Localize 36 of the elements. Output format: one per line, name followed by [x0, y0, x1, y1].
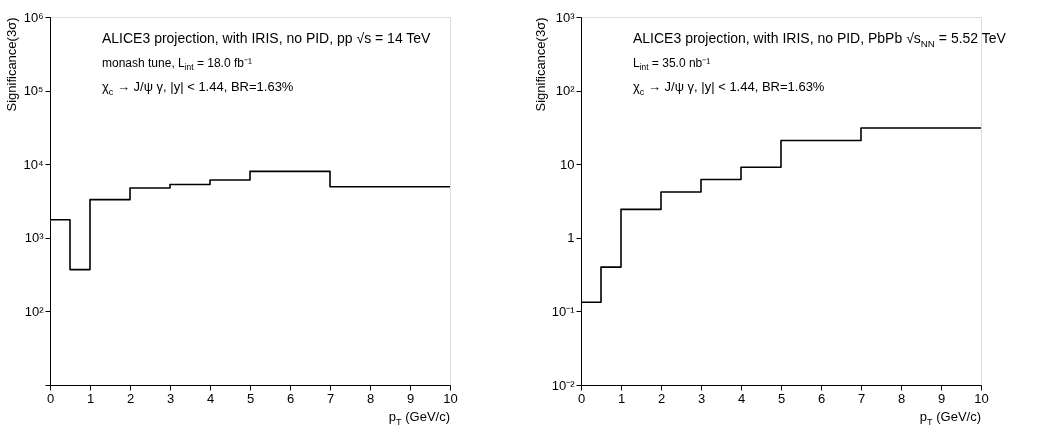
x-tick-label: 5: [777, 390, 786, 406]
y-tick-label: 10³: [24, 230, 45, 246]
y-tick-label: 10⁴: [23, 156, 44, 172]
y-tick-label: 10⁶: [23, 9, 44, 25]
y-axis-title: Significance(3σ): [4, 17, 20, 112]
y-tick-label: 10⁻¹: [551, 303, 576, 319]
x-tick-label: 2: [126, 390, 135, 406]
y-tick-label: 10²: [555, 83, 576, 99]
x-tick-label: 2: [657, 390, 666, 406]
x-tick-label: 8: [366, 390, 375, 406]
x-tick-label: 10: [443, 390, 458, 406]
y-axis-title: Significance(3σ): [532, 17, 548, 112]
y-tick-label: 10⁵: [23, 83, 44, 99]
y-tick-label: 10³: [555, 9, 576, 25]
y-tick-label: 10⁻²: [551, 377, 576, 393]
x-tick-label: 9: [937, 390, 946, 406]
x-tick-label: 0: [46, 390, 55, 406]
x-tick-label: 6: [817, 390, 826, 406]
x-tick-label: 0: [577, 390, 586, 406]
x-tick-label: 3: [697, 390, 706, 406]
x-tick-label: 6: [286, 390, 295, 406]
x-tick-label: 9: [406, 390, 415, 406]
x-tick-label: 1: [617, 390, 626, 406]
x-tick-label: 7: [857, 390, 866, 406]
x-tick-label: 8: [897, 390, 906, 406]
x-tick-label: 3: [166, 390, 175, 406]
y-tick-label: 10: [560, 156, 575, 172]
x-tick-label: 10: [974, 390, 989, 406]
x-tick-label: 4: [737, 390, 746, 406]
y-tick-label: 1: [567, 230, 575, 246]
x-tick-label: 1: [86, 390, 95, 406]
x-tick-label: 4: [206, 390, 215, 406]
x-tick-label: 5: [246, 390, 255, 406]
annotation: ALICE3 projection, with IRIS, no PID, pp √s = 14 TeV: [102, 30, 432, 46]
y-tick-label: 10²: [24, 303, 45, 319]
x-tick-label: 7: [326, 390, 335, 406]
